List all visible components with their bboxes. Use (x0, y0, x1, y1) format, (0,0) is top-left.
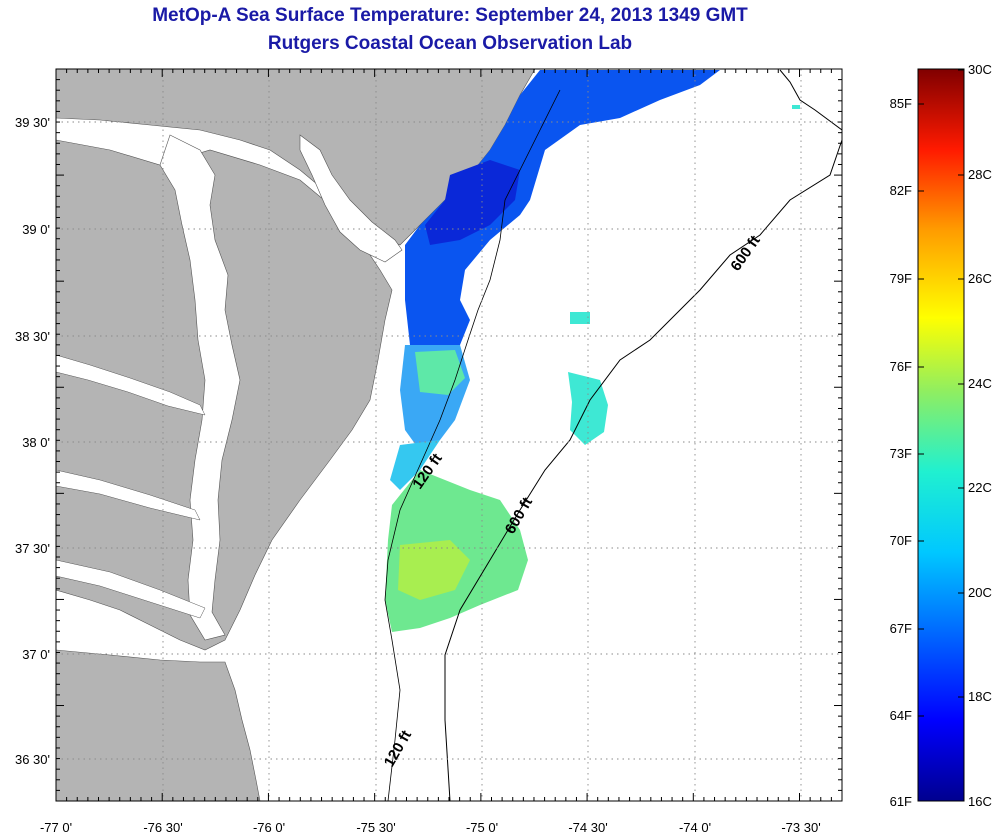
lon-label: -76 0' (253, 820, 285, 835)
colorbar-label-c: 22C (968, 480, 992, 495)
delaware-bay (299, 134, 403, 263)
isobath-line-120ft (384, 89, 561, 801)
colorbar-label-c: 18C (968, 689, 992, 704)
sst-patch-offshore-2 (570, 312, 590, 324)
lon-label: -74 0' (679, 820, 711, 835)
colorbar-label-c: 16C (968, 794, 992, 809)
colorbar-label-f: 73F (890, 446, 912, 461)
lat-label: 37 30' (15, 541, 50, 556)
lon-label: -77 0' (40, 820, 72, 835)
potomac-river (56, 354, 206, 416)
colorbar-label-f: 76F (890, 359, 912, 374)
colorbar-ticks (918, 69, 964, 717)
colorbar-label-f: 61F (890, 794, 912, 809)
lat-label: 38 30' (15, 329, 50, 344)
york-james-river (56, 559, 206, 619)
lon-label: -76 30' (143, 820, 182, 835)
sst-band-mid (390, 440, 440, 490)
sst-patch-cold-core (425, 160, 520, 245)
colorbar-label-c: 20C (968, 585, 992, 600)
colorbar-label-c: 28C (968, 167, 992, 182)
colorbar-label-f: 70F (890, 533, 912, 548)
lat-label: 39 0' (22, 222, 50, 237)
lon-label: -73 30' (781, 820, 820, 835)
colorbar-label-c: 26C (968, 271, 992, 286)
colorbar-label-f: 82F (890, 183, 912, 198)
frame-ticks (55, 68, 843, 802)
land-virginia-carolina (56, 649, 261, 801)
sst-patch-lightgreen (415, 350, 465, 395)
lat-label: 38 0' (22, 435, 50, 450)
lon-label: -74 30' (568, 820, 607, 835)
isobath-line-600ft (444, 69, 842, 801)
lat-label: 37 0' (22, 647, 50, 662)
colorbar-label-c: 24C (968, 376, 992, 391)
map-title: MetOp-A Sea Surface Temperature: Septemb… (152, 5, 748, 26)
colorbar-label-f: 79F (890, 271, 912, 286)
rappahannock-river (56, 469, 201, 521)
sst-patch-offshore-1 (568, 372, 608, 445)
colorbar-label-f: 67F (890, 621, 912, 636)
lat-label: 39 30' (15, 115, 50, 130)
sst-patch-south-core (398, 540, 470, 600)
lat-label: 36 30' (15, 752, 50, 767)
map-subtitle: Rutgers Coastal Ocean Observation Lab (267, 33, 633, 54)
colorbar (917, 68, 965, 802)
colorbar-label-f: 64F (890, 708, 912, 723)
colorbar-label-f: 85F (890, 96, 912, 111)
lon-label: -75 0' (466, 820, 498, 835)
sst-patch-offshore-3 (792, 105, 800, 109)
graticule (56, 69, 842, 801)
chesapeake-bay (159, 134, 241, 641)
colorbar-label-c: 30C (968, 62, 992, 77)
lon-label: -75 30' (356, 820, 395, 835)
